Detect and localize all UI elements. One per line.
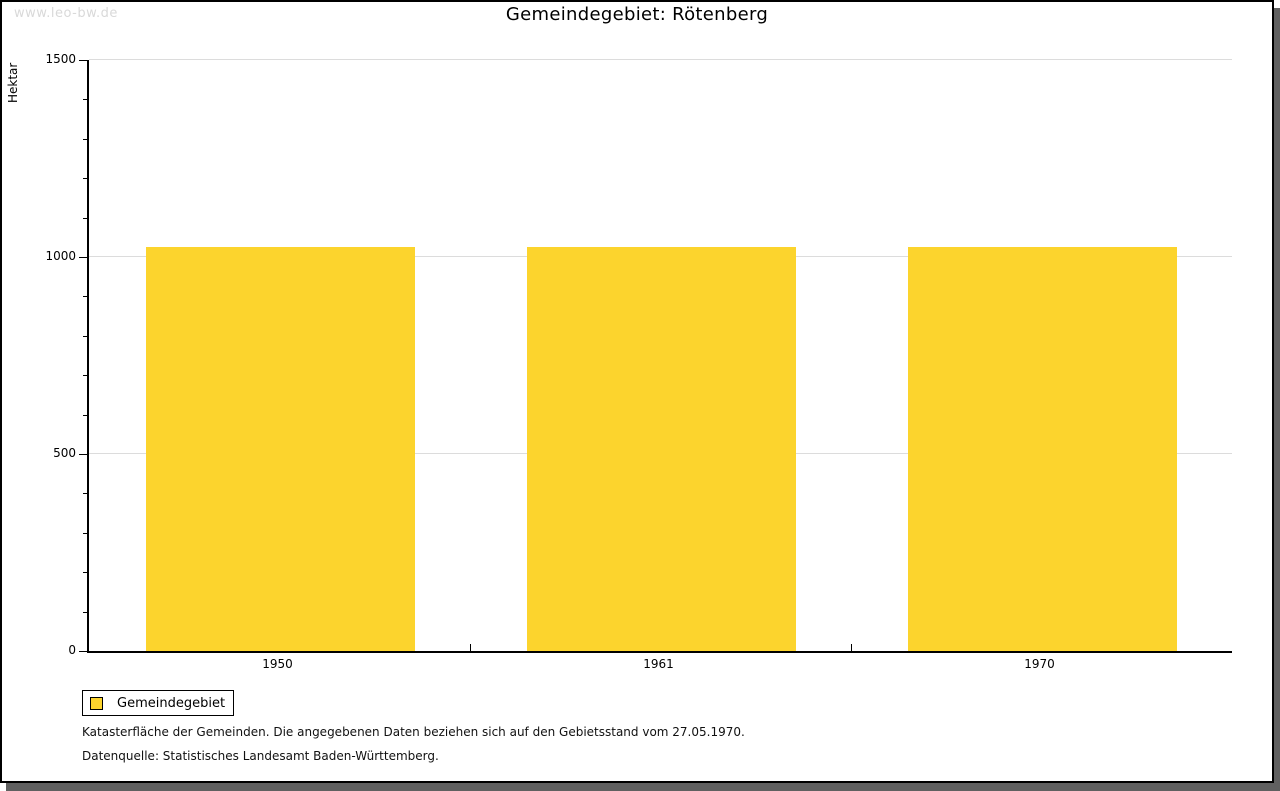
- y-axis-label: Hektar: [6, 62, 20, 103]
- y-minor-tick-1200: [83, 178, 87, 180]
- y-minor-tick-900: [83, 296, 87, 298]
- y-minor-tick-1400: [83, 99, 87, 101]
- y-minor-tick-1100: [83, 217, 87, 219]
- chart-title: Gemeindegebiet: Rötenberg: [505, 4, 769, 25]
- legend-swatch: [90, 696, 103, 710]
- x-tick-label-1970: 1970: [1024, 657, 1055, 671]
- y-minor-tick-300: [83, 532, 87, 534]
- y-tick-label-0: 0: [68, 643, 76, 657]
- y-minor-tick-700: [83, 375, 87, 377]
- plot-area: [87, 59, 1232, 653]
- footer-note: Katasterfläche der Gemeinden. Die angege…: [82, 725, 745, 739]
- y-tick-label-1500: 1500: [45, 52, 76, 66]
- legend: Gemeindegebiet: [82, 690, 234, 716]
- y-minor-tick-600: [83, 414, 87, 416]
- y-minor-tick-800: [83, 335, 87, 337]
- y-major-tick-1500: [79, 60, 87, 61]
- footer: Katasterfläche der Gemeinden. Die angege…: [82, 725, 745, 773]
- x-axis-divider-tick: [470, 644, 471, 651]
- category-slot-1961: [470, 60, 851, 651]
- legend-label: Gemeindegebiet: [117, 695, 226, 711]
- x-axis-divider-tick: [851, 644, 852, 651]
- bar-1961: [526, 247, 796, 651]
- y-tick-label-500: 500: [53, 446, 76, 460]
- bar-1950: [145, 247, 415, 651]
- y-major-tick-0: [79, 651, 87, 652]
- y-major-tick-500: [79, 454, 87, 455]
- bar-slots: [89, 60, 1232, 651]
- x-tick-label-1961: 1961: [643, 657, 674, 671]
- bar-1970: [907, 247, 1177, 651]
- gridline-1500: [89, 59, 1232, 60]
- y-minor-tick-1300: [83, 138, 87, 140]
- y-minor-tick-400: [83, 493, 87, 495]
- footer-source: Datenquelle: Statistisches Landesamt Bad…: [82, 749, 439, 763]
- category-slot-1950: [89, 60, 470, 651]
- y-minor-tick-200: [83, 572, 87, 574]
- watermark: www.leo-bw.de: [14, 6, 118, 21]
- y-major-tick-1000: [79, 257, 87, 258]
- y-minor-tick-100: [83, 611, 87, 613]
- x-tick-label-1950: 1950: [262, 657, 293, 671]
- category-slot-1970: [851, 60, 1232, 651]
- y-tick-label-1000: 1000: [45, 249, 76, 263]
